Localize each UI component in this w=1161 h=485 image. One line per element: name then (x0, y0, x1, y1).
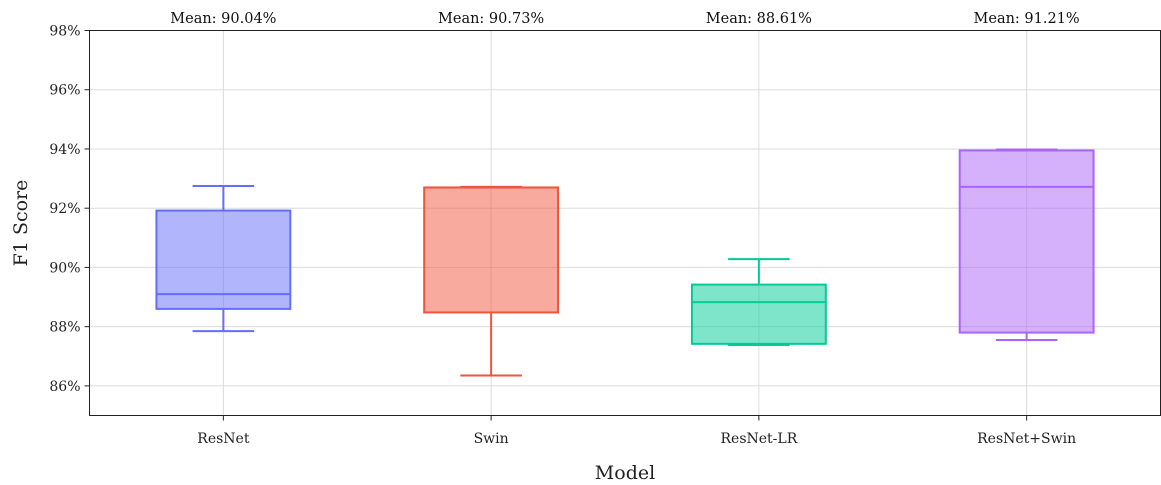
iqr-box (690, 283, 827, 345)
iqr-box (155, 209, 292, 310)
y-tick-label: 96% (49, 83, 80, 99)
box-resnet-lr (690, 258, 827, 347)
mean-label: Mean: 90.04% (170, 11, 276, 27)
mean-labels: Mean: 90.04% Mean: 90.73% Mean: 88.61% Mean… (170, 11, 1079, 27)
x-axis-ticks: ResNet Swin ResNet-LR ResNet+Swin (197, 415, 1076, 447)
y-axis-ticks: 86% 88% 90% 92% 94% 96% 98% (49, 24, 90, 395)
box-swin (423, 185, 560, 377)
boxes (155, 148, 1095, 377)
y-tick-label: 98% (49, 24, 80, 40)
y-axis-title: F1 Score (10, 180, 32, 267)
mean-label: Mean: 88.61% (706, 11, 812, 27)
y-tick-label: 86% (49, 379, 80, 395)
x-tick-label: ResNet (197, 431, 250, 447)
box-resnet-swin (958, 148, 1095, 341)
y-tick-label: 94% (49, 142, 80, 158)
mean-label: Mean: 90.73% (438, 11, 544, 27)
box-resnet (155, 184, 292, 333)
x-tick-label: Swin (474, 431, 509, 447)
y-tick-label: 92% (49, 201, 80, 217)
x-axis-title: Model (595, 462, 655, 484)
x-tick-label: ResNet-LR (721, 431, 798, 447)
iqr-box (958, 149, 1095, 334)
iqr-box (423, 186, 560, 314)
y-tick-label: 88% (49, 320, 80, 336)
mean-label: Mean: 91.21% (974, 11, 1080, 27)
x-tick-label: ResNet+Swin (977, 431, 1076, 447)
y-tick-label: 90% (49, 260, 80, 276)
